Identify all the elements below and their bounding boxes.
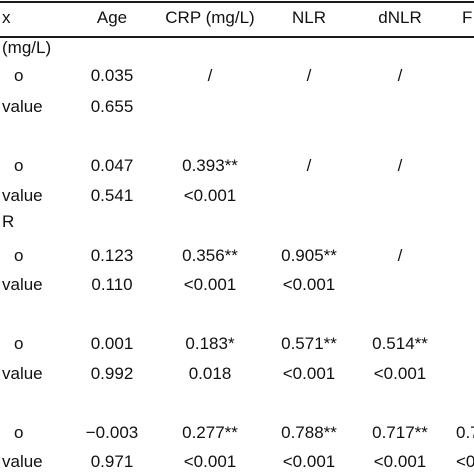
table-cell: 0.356** — [182, 246, 238, 265]
table-cell: <0.001 — [373, 452, 427, 471]
table-cell: 0.514** — [372, 334, 428, 353]
table-cell: −0.003 — [85, 423, 139, 442]
table-cell: <0.001 — [183, 275, 237, 294]
table-cell-partial: <0. — [456, 452, 474, 471]
table-cell: / — [306, 66, 312, 85]
table-cell: 0.277** — [182, 423, 238, 442]
table-cell: 0.183* — [185, 334, 235, 353]
table-cell: / — [207, 66, 213, 85]
table-row-label: value — [2, 275, 43, 294]
table-row-label: R — [2, 212, 15, 231]
table-cell: 0.047 — [90, 156, 134, 175]
table-cell: 0.571** — [281, 334, 337, 353]
table-row-label: value — [2, 452, 43, 471]
table-cell: 0.541 — [90, 186, 134, 205]
table-row-label: value — [2, 364, 43, 383]
table-cell: <0.001 — [373, 364, 427, 383]
table-row-label: value — [2, 186, 43, 205]
table-cell: 0.788** — [281, 423, 337, 442]
table-cell: / — [397, 66, 403, 85]
table-cell: / — [397, 156, 403, 175]
table-cell: 0.717** — [372, 423, 428, 442]
table-cell-partial: 0.7 — [456, 423, 474, 442]
table-cell: 0.655 — [90, 97, 134, 116]
table-cell: 0.905** — [281, 246, 337, 265]
header-dnlr: dNLR — [378, 8, 422, 27]
header-partial-col: F — [462, 8, 473, 27]
table-cell: / — [306, 156, 312, 175]
table-cell: 0.123 — [90, 246, 134, 265]
table-cell: <0.001 — [282, 452, 336, 471]
table-row-label: o — [14, 334, 24, 353]
table-cell: 0.393** — [182, 156, 238, 175]
header-nlr: NLR — [291, 8, 327, 27]
table-cell: 0.018 — [188, 364, 232, 383]
table-top-rule — [0, 1, 474, 3]
table-row-label: value — [2, 97, 43, 116]
header-row-label: x — [2, 8, 11, 27]
table-row-label: o — [14, 246, 24, 265]
table-cell: 0.992 — [90, 364, 134, 383]
table-row-label: o — [14, 66, 24, 85]
table-header-rule — [0, 36, 474, 38]
table-cell: 0.001 — [90, 334, 134, 353]
table-row-label: o — [14, 423, 24, 442]
header-crp: CRP (mg/L) — [165, 8, 255, 27]
table-row-label: (mg/L) — [2, 38, 52, 57]
table-cell: <0.001 — [282, 275, 336, 294]
table-cell: <0.001 — [183, 186, 237, 205]
table-row-label: o — [14, 156, 24, 175]
table-cell: 0.110 — [91, 275, 133, 294]
table-cell: 0.971 — [90, 452, 134, 471]
table-cell: <0.001 — [183, 452, 237, 471]
table-cell: <0.001 — [282, 364, 336, 383]
table-cell: / — [397, 246, 403, 265]
header-age: Age — [96, 8, 128, 27]
table-cell: 0.035 — [90, 66, 134, 85]
